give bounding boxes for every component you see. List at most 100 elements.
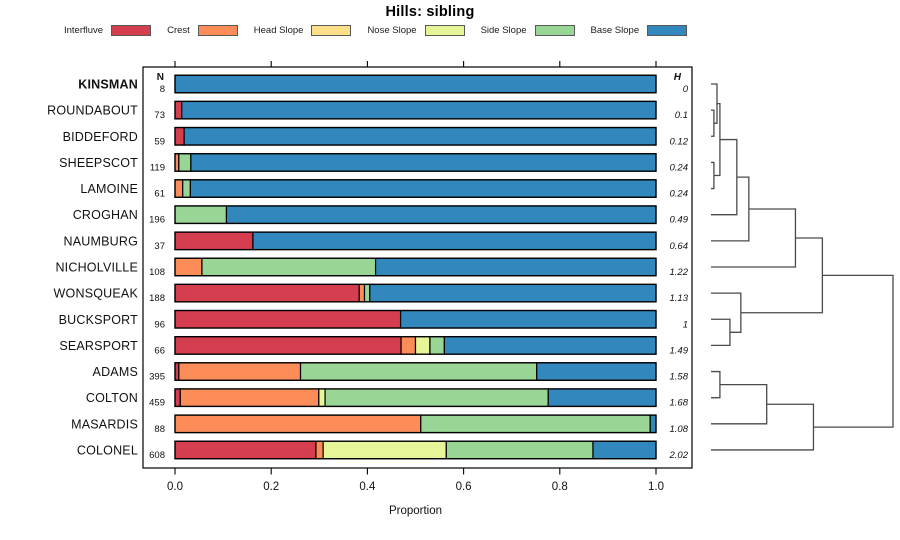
bar-segment-side-slope [178, 153, 192, 172]
n-value: 395 [149, 372, 165, 383]
n-value: 96 [154, 319, 165, 330]
bar-segment-interfluve [174, 309, 402, 329]
row-label-biddeford: BIDDEFORD [63, 130, 138, 144]
bar-segment-side-slope [324, 388, 549, 408]
legend-swatch [647, 25, 688, 36]
bar-segment-side-slope [420, 414, 651, 434]
legend-item-nose-slope: Nose Slope [367, 25, 465, 36]
bar-segment-crest [174, 179, 184, 198]
h-value: 1 [683, 319, 688, 330]
bar-segment-base-slope [183, 126, 657, 146]
legend-swatch [111, 25, 152, 36]
dendrogram-link [711, 318, 731, 347]
bar-segment-interfluve [174, 440, 317, 460]
h-value: 0.24 [670, 162, 689, 173]
h-value: 0 [683, 84, 689, 95]
bar-segment-base-slope [252, 231, 657, 251]
legend-label: Head Slope [253, 25, 304, 36]
dendrogram-link [711, 109, 715, 137]
bar-outline [174, 179, 657, 198]
bar-segment-crest [174, 257, 203, 277]
row-label-bucksport: BUCKSPORT [59, 313, 139, 327]
bar-segment-base-slope [547, 388, 657, 408]
n-value: 459 [149, 398, 165, 409]
bar-segment-crest [179, 388, 320, 408]
dendrogram-link [740, 237, 824, 314]
legend-item-side-slope: Side Slope [481, 25, 575, 36]
bar-segment-base-slope [592, 440, 657, 460]
legend-swatch [424, 25, 465, 36]
bar-segment-side-slope [174, 205, 228, 225]
bar-segment-nose-slope [318, 388, 326, 408]
legend-label: Interfluve [64, 25, 104, 36]
bar-segment-base-slope [374, 257, 657, 277]
bar-outline [174, 100, 657, 120]
bar-segment-nose-slope [322, 440, 447, 460]
bar-outline [174, 257, 657, 277]
x-tick-label: 0.4 [359, 481, 376, 493]
h-value: 0.1 [675, 110, 688, 121]
legend: Interfluve Crest Head Slope Nose Slope Side … [64, 25, 688, 36]
bar-segment-crest [174, 414, 422, 434]
chart-title: Hills: sibling [385, 4, 475, 20]
bar-outline [174, 414, 657, 434]
legend-swatch [197, 25, 238, 36]
h-value: 2.02 [669, 450, 689, 461]
bar-outline [174, 231, 657, 251]
bar-outline [174, 335, 657, 355]
dendrogram-link [711, 403, 815, 451]
x-tick-label: 0.8 [552, 481, 568, 493]
dendrogram-link [711, 161, 715, 190]
bar-outline [174, 388, 657, 408]
bar-segment-side-slope [363, 283, 371, 303]
row-label-colton: COLTON [86, 391, 138, 405]
legend-label: Nose Slope [367, 25, 417, 36]
bar-outline [174, 74, 657, 94]
dendrogram-link [813, 274, 894, 428]
row-label-kinsman: KINSMAN [78, 78, 138, 92]
bar-segment-interfluve [174, 100, 183, 120]
row-label-croghan: CROGHAN [73, 208, 138, 222]
bar-segment-crest [178, 362, 302, 381]
n-value: 108 [149, 267, 165, 278]
bar-segment-base-slope [181, 100, 657, 120]
n-value: 608 [149, 450, 165, 461]
row-label-nicholville: NICHOLVILLE [55, 260, 138, 274]
bar-segment-base-slope [443, 336, 657, 355]
n-value: 88 [154, 424, 165, 435]
legend-label: Crest [167, 25, 190, 36]
col-header-h: H [674, 72, 682, 83]
bar-outline [174, 205, 657, 225]
row-label-sheepscot: SHEEPSCOT [59, 156, 138, 170]
row-label-naumburg: NAUMBURG [63, 234, 138, 248]
n-value: 66 [154, 345, 165, 356]
n-value: 59 [154, 136, 165, 147]
h-value: 0.49 [670, 215, 689, 226]
h-value: 1.68 [670, 398, 689, 409]
bar-segment-side-slope [429, 336, 445, 355]
bar-segment-interfluve [174, 126, 185, 146]
axis-label-proportion: Proportion [389, 505, 442, 517]
bar-segment-crest [400, 336, 417, 355]
bar-segment-interfluve [174, 336, 402, 355]
bar-outline [174, 153, 657, 172]
n-value: 73 [154, 110, 165, 121]
bar-segment-side-slope [299, 362, 538, 381]
row-label-lamoine: LAMOINE [80, 182, 138, 196]
dendrogram-link [711, 370, 721, 399]
row-label-wonsqueak: WONSQUEAK [54, 287, 139, 301]
h-value: 0.24 [670, 189, 689, 200]
x-tick-label: 0.0 [167, 481, 183, 493]
col-header-n: N [157, 72, 164, 83]
bar-segment-base-slope [369, 283, 657, 303]
n-value: 37 [154, 241, 165, 252]
bar-segment-crest [315, 440, 324, 460]
h-value: 0.64 [670, 241, 689, 252]
bar-segment-side-slope [182, 179, 191, 198]
bar-segment-base-slope [536, 362, 657, 381]
legend-swatch [311, 25, 352, 36]
h-value: 0.12 [670, 136, 689, 147]
dendrogram-link [711, 208, 797, 268]
bar-outline [174, 126, 657, 146]
